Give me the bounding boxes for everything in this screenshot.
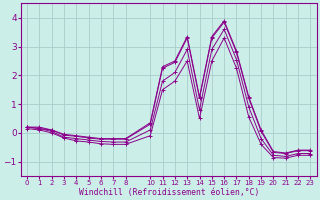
- X-axis label: Windchill (Refroidissement éolien,°C): Windchill (Refroidissement éolien,°C): [78, 188, 259, 197]
